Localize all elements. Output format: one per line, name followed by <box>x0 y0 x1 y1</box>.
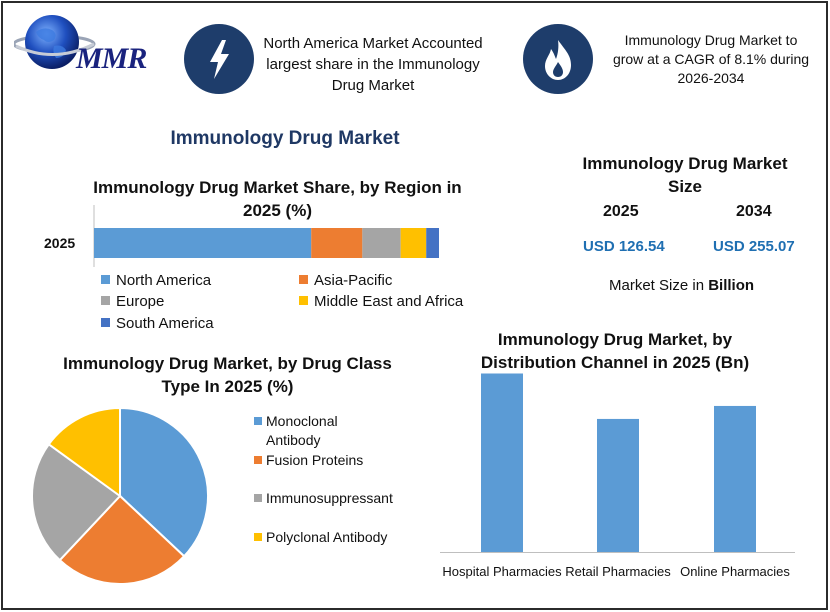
legend-item-europe: Europe <box>101 292 164 312</box>
flame-icon <box>545 40 571 80</box>
logo-text: MMR <box>76 42 147 75</box>
legend-swatch <box>254 456 262 464</box>
market-size-note: Market Size in Billion <box>609 277 754 294</box>
lightning-bolt-icon <box>210 40 229 79</box>
legend-swatch <box>101 296 110 305</box>
market-size-year-2025: 2025 <box>603 203 639 220</box>
flame-badge <box>523 24 593 94</box>
mmr-logo: MMR <box>12 12 174 75</box>
bar-segment-asia-pacific <box>311 228 363 258</box>
legend-swatch <box>299 296 308 305</box>
main-title: Immunology Drug Market <box>170 128 400 149</box>
legend-label: Monoclonal Antibody <box>266 413 338 448</box>
x-tick-label-retail-pharmacies: Retail Pharmacies <box>565 564 671 579</box>
bar-online-pharmacies <box>714 405 756 552</box>
bar-segment-north-america <box>94 228 312 258</box>
legend-swatch <box>254 417 262 425</box>
market-size-year-2034: 2034 <box>736 203 772 220</box>
legend-item-south-america: South America <box>101 314 214 334</box>
pie-legend-item-immunosuppressant: Immunosuppressant <box>254 489 416 508</box>
market-size-value-2034: USD 255.07 <box>713 238 795 255</box>
bar-hospital-pharmacies <box>481 373 523 552</box>
pie-legend-item-fusion-proteins: Fusion Proteins <box>254 451 416 470</box>
x-tick-label-hospital-pharmacies: Hospital Pharmacies <box>442 564 562 579</box>
legend-item-north-america: North America <box>101 271 211 291</box>
legend-label: Immunosuppressant <box>266 490 393 506</box>
channel-chart-title: Immunology Drug Market, by Distribution … <box>480 330 750 372</box>
legend-swatch <box>254 533 262 541</box>
legend-label: South America <box>116 315 214 332</box>
bar-segment-middle-east-and-africa <box>400 228 427 258</box>
legend-swatch <box>101 275 110 284</box>
pie-slice-fusion-proteins <box>58 494 186 585</box>
lightning-bolt-badge <box>184 24 254 94</box>
region-chart-ytick: 2025 <box>44 235 76 251</box>
legend-label: Middle East and Africa <box>314 293 464 310</box>
legend-label: North America <box>116 272 212 289</box>
legend-label: Asia-Pacific <box>314 272 393 289</box>
highlight-right-text: Immunology Drug Market to grow at a CAGR… <box>612 32 810 86</box>
x-tick-label-online-pharmacies: Online Pharmacies <box>680 564 790 579</box>
bar-retail-pharmacies <box>597 418 639 552</box>
drug-class-chart-title: Immunology Drug Market, by Drug Class Ty… <box>63 354 392 396</box>
legend-item-asia-pacific: Asia-Pacific <box>299 271 392 291</box>
region-chart-title: Immunology Drug Market Share, by Region … <box>93 178 462 220</box>
market-size-value-2025: USD 126.54 <box>583 238 665 255</box>
market-size-note-unit: Billion <box>708 277 755 294</box>
legend-swatch <box>299 275 308 284</box>
legend-label: Polyclonal Antibody <box>266 529 388 545</box>
legend-swatch <box>101 318 110 327</box>
pie-slice-polyclonal-antibody <box>47 406 121 498</box>
highlight-left-text: North America Market Accounted largest s… <box>263 35 483 94</box>
globe-icon <box>12 15 96 69</box>
pie-slice-monoclonal-antibody <box>119 406 209 558</box>
pie-legend-item-monoclonal-antibody: Monoclonal Antibody <box>254 412 356 450</box>
legend-swatch <box>254 494 262 502</box>
market-size-note-prefix: Market Size in <box>609 277 709 294</box>
market-size-title: Immunology Drug Market Size <box>582 154 788 196</box>
channel-bar-chart <box>440 373 795 553</box>
pie-slice-immunosuppressant <box>31 442 122 562</box>
legend-label: Fusion Proteins <box>266 452 364 468</box>
legend-label: Europe <box>116 293 165 310</box>
bar-segment-europe <box>362 228 401 258</box>
pie-legend-item-polyclonal-antibody: Polyclonal Antibody <box>254 528 416 547</box>
region-stacked-bar-chart <box>93 205 439 267</box>
bar-segment-south-america <box>426 228 439 258</box>
drug-class-pie-chart <box>31 406 209 585</box>
legend-item-middle-east-and-africa: Middle East and Africa <box>299 292 463 312</box>
